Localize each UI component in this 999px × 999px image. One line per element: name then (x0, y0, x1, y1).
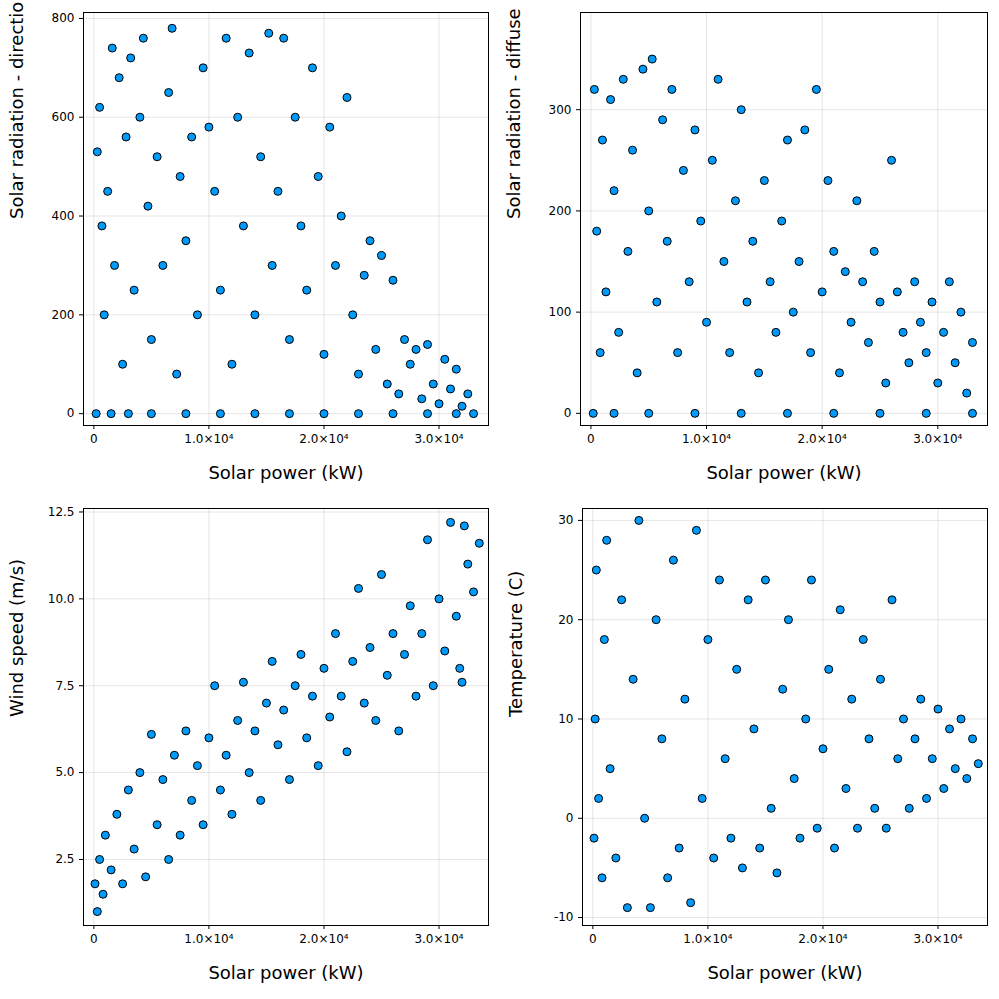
svg-text:1.0×10⁴: 1.0×10⁴ (683, 932, 732, 946)
svg-text:400: 400 (52, 209, 75, 223)
svg-text:10.0: 10.0 (48, 592, 75, 606)
svg-text:20: 20 (558, 613, 573, 627)
svg-text:7.5: 7.5 (55, 679, 74, 693)
svg-text:100: 100 (549, 305, 572, 319)
svg-text:Solar power (kW): Solar power (kW) (208, 962, 363, 983)
svg-text:Solar radiation - directional: Solar radiation - directional (6, 0, 27, 219)
svg-text:10: 10 (558, 712, 573, 726)
svg-text:200: 200 (52, 308, 75, 322)
svg-text:2.0×10⁴: 2.0×10⁴ (299, 432, 348, 446)
svg-text:5.0: 5.0 (55, 765, 74, 779)
svg-text:Solar radiation - diffuse: Solar radiation - diffuse (503, 8, 524, 219)
svg-text:12.5: 12.5 (48, 505, 75, 519)
svg-text:2.0×10⁴: 2.0×10⁴ (798, 932, 847, 946)
svg-text:3.0×10⁴: 3.0×10⁴ (414, 932, 463, 946)
svg-text:1.0×10⁴: 1.0×10⁴ (184, 932, 233, 946)
svg-text:1.0×10⁴: 1.0×10⁴ (682, 432, 731, 446)
svg-text:0: 0 (90, 432, 98, 446)
svg-text:30: 30 (558, 513, 573, 527)
svg-text:2.0×10⁴: 2.0×10⁴ (299, 932, 348, 946)
svg-text:300: 300 (549, 103, 572, 117)
svg-text:800: 800 (52, 11, 75, 25)
svg-text:3.0×10⁴: 3.0×10⁴ (913, 932, 962, 946)
svg-text:2.5: 2.5 (55, 852, 74, 866)
svg-text:Solar power (kW): Solar power (kW) (208, 462, 363, 483)
svg-text:200: 200 (549, 204, 572, 218)
svg-text:600: 600 (52, 110, 75, 124)
svg-text:0: 0 (566, 811, 574, 825)
svg-text:1.0×10⁴: 1.0×10⁴ (184, 432, 233, 446)
svg-text:-10: -10 (554, 910, 574, 924)
svg-text:0: 0 (564, 406, 572, 420)
svg-text:3.0×10⁴: 3.0×10⁴ (913, 432, 962, 446)
svg-text:3.0×10⁴: 3.0×10⁴ (414, 432, 463, 446)
svg-text:Solar power (kW): Solar power (kW) (706, 462, 861, 483)
svg-text:0: 0 (67, 406, 75, 420)
svg-text:0: 0 (589, 932, 597, 946)
svg-text:0: 0 (90, 932, 98, 946)
svg-text:Wind speed (m/s): Wind speed (m/s) (6, 559, 27, 717)
svg-text:0: 0 (587, 432, 595, 446)
svg-text:Temperature (C): Temperature (C) (505, 571, 526, 718)
svg-text:2.0×10⁴: 2.0×10⁴ (798, 432, 847, 446)
svg-text:Solar power (kW): Solar power (kW) (707, 962, 862, 983)
